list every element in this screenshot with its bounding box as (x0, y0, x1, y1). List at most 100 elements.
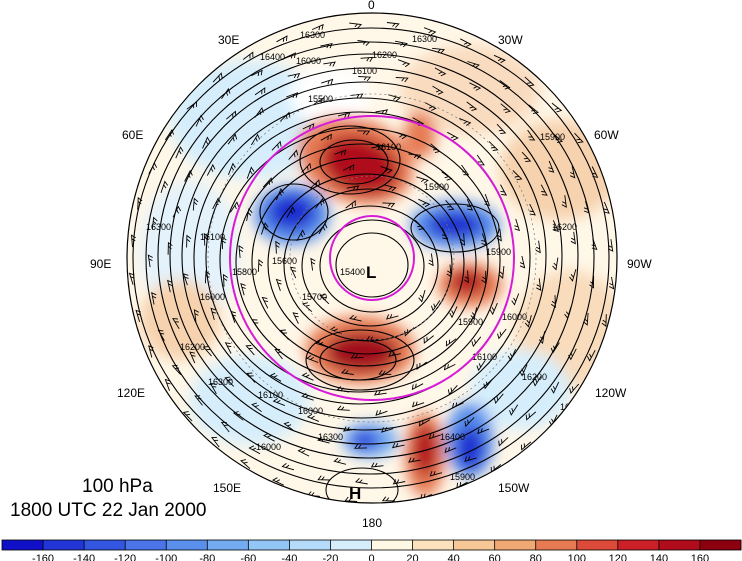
wind-barb (591, 166, 599, 178)
wind-barb (589, 275, 595, 289)
wind-barb (432, 47, 446, 54)
wind-barb (382, 202, 396, 208)
contour-label: 16000 (502, 312, 527, 322)
colorbar-tick-label: -80 (199, 553, 215, 561)
contour-label: 15900 (458, 317, 483, 327)
wind-barb (349, 22, 363, 29)
lon-label-120e: 120E (117, 386, 145, 400)
wind-barb (245, 345, 255, 356)
wind-barb (381, 427, 394, 433)
wind-barb (221, 87, 231, 100)
wind-barb (329, 326, 343, 335)
longitude-labels: 0 30E 30W 60E 60W 90E 90W 120E 120W 150E… (90, 0, 652, 530)
wind-barb (423, 335, 434, 344)
colorbar-swatch (330, 540, 372, 550)
wind-barb (224, 342, 232, 354)
wind-barb (230, 310, 237, 323)
contour-label: 16300 (412, 34, 437, 44)
lon-label-180: 180 (362, 516, 382, 530)
wind-barb (172, 318, 180, 330)
low-pressure-label: L (366, 263, 376, 282)
wind-barb (564, 306, 572, 320)
wind-barb (536, 278, 542, 292)
wind-barb (212, 72, 223, 83)
wind-barb (221, 236, 227, 250)
lon-label-60w: 60W (594, 128, 619, 142)
contour-label: 16000 (296, 56, 321, 66)
wind-barb (397, 59, 411, 68)
wind-barb (551, 102, 563, 113)
contour-label: 15900 (450, 472, 475, 482)
wind-barb (446, 264, 452, 278)
wind-barb (227, 162, 236, 175)
colorbar-tick-label: -120 (114, 553, 136, 561)
wind-barb (444, 446, 457, 454)
colorbar-swatch (43, 540, 85, 550)
wind-barb (481, 270, 487, 284)
wind-barb (151, 292, 157, 305)
wind-barb (272, 398, 285, 407)
wind-barb (192, 197, 199, 211)
wind-barb (527, 129, 536, 141)
wind-barb (466, 199, 474, 211)
lon-label-90w: 90W (627, 257, 652, 271)
wind-barb (318, 222, 328, 235)
wind-barb (240, 459, 251, 470)
wind-barb (388, 351, 401, 357)
wind-barb (269, 372, 282, 382)
wind-barb (148, 162, 158, 175)
wind-barb (209, 382, 217, 395)
wind-barb (525, 411, 537, 421)
colorbar-tick-label: 120 (609, 553, 627, 561)
wind-barb (334, 149, 347, 156)
wind-barb (182, 411, 193, 422)
wind-barb (471, 336, 482, 348)
colorbar-swatch (535, 540, 578, 550)
wind-barb (535, 240, 541, 254)
wind-barb (509, 404, 519, 416)
wind-barb (416, 361, 427, 370)
wind-barb (184, 169, 193, 182)
wind-barb (529, 203, 536, 216)
wind-barb (432, 85, 444, 95)
wind-barb (337, 112, 351, 118)
wind-barb (164, 378, 171, 391)
wind-barb (418, 198, 431, 208)
wind-barb (206, 163, 216, 176)
contour-label: 16200 (372, 50, 397, 60)
wind-barb (608, 276, 615, 290)
wind-barb (320, 42, 333, 49)
wind-barb (186, 234, 192, 248)
wind-barb (246, 166, 255, 179)
wind-barb (519, 255, 526, 269)
wind-barb (521, 151, 532, 163)
wind-barb (603, 201, 610, 214)
wind-barb (569, 269, 577, 282)
colorbar-tick-label: 0 (368, 553, 374, 561)
wind-barb (445, 200, 455, 211)
wind-barb (418, 419, 431, 427)
colorbar-swatch (699, 540, 742, 550)
wind-barb (375, 109, 389, 115)
wind-barb (289, 266, 297, 279)
wind-barb (423, 27, 437, 36)
wind-barb (424, 102, 437, 111)
contour-label: 16300 (146, 222, 171, 232)
wind-barb (371, 144, 384, 151)
wind-barb (569, 383, 580, 395)
highlight-circles (229, 115, 515, 401)
wind-barb (416, 176, 429, 184)
contour-label: 16200 (552, 222, 577, 232)
wind-barb (238, 245, 244, 258)
wind-barb (524, 76, 535, 87)
wind-barb (507, 349, 517, 362)
wind-barb (336, 386, 350, 393)
wind-barb (392, 479, 406, 485)
wind-barb (315, 340, 328, 348)
wind-barb (340, 368, 354, 375)
wind-barb (354, 477, 368, 485)
wind-barb (232, 411, 244, 421)
wind-barb (418, 289, 426, 303)
wind-barb (240, 282, 246, 296)
